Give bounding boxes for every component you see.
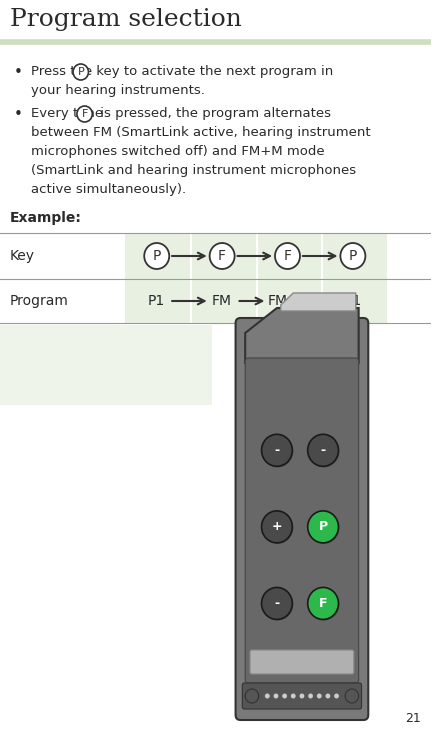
Circle shape	[265, 693, 270, 699]
Text: Program: Program	[9, 294, 69, 308]
Text: is pressed, the program alternates: is pressed, the program alternates	[96, 107, 331, 120]
Circle shape	[308, 693, 313, 699]
Circle shape	[263, 512, 293, 544]
Text: -: -	[320, 443, 326, 457]
Text: P: P	[153, 249, 161, 263]
Text: FM: FM	[212, 294, 232, 308]
Circle shape	[309, 435, 340, 468]
Circle shape	[309, 589, 340, 620]
Bar	[323, 233, 387, 323]
Text: your hearing instruments.: your hearing instruments.	[31, 84, 205, 97]
FancyBboxPatch shape	[236, 318, 368, 720]
Circle shape	[274, 693, 278, 699]
Text: •: •	[13, 65, 22, 80]
Circle shape	[275, 243, 300, 269]
Text: -: -	[274, 597, 280, 610]
Circle shape	[245, 689, 258, 703]
Text: (SmartLink and hearing instrument microphones: (SmartLink and hearing instrument microp…	[31, 164, 356, 177]
Text: F: F	[218, 249, 226, 263]
Circle shape	[308, 587, 339, 619]
Circle shape	[263, 589, 293, 620]
Text: P: P	[319, 520, 327, 534]
Text: Key: Key	[9, 249, 34, 263]
Circle shape	[210, 243, 235, 269]
Circle shape	[334, 693, 339, 699]
Circle shape	[262, 511, 292, 543]
Bar	[125, 233, 190, 323]
Text: P: P	[349, 249, 357, 263]
Circle shape	[291, 693, 296, 699]
Text: •: •	[13, 107, 22, 122]
Polygon shape	[281, 293, 356, 311]
Circle shape	[262, 587, 292, 619]
Text: key to activate the next program in: key to activate the next program in	[92, 65, 334, 78]
Text: P: P	[78, 67, 84, 77]
FancyBboxPatch shape	[245, 358, 359, 683]
Text: +: +	[271, 520, 282, 534]
Circle shape	[73, 64, 88, 80]
Text: Every time: Every time	[31, 107, 107, 120]
Circle shape	[77, 106, 92, 122]
Text: P1: P1	[148, 294, 165, 308]
Circle shape	[308, 511, 339, 543]
FancyBboxPatch shape	[250, 650, 354, 674]
Text: Press the: Press the	[31, 65, 96, 78]
Circle shape	[340, 243, 366, 269]
Circle shape	[262, 435, 292, 466]
Circle shape	[144, 243, 169, 269]
Circle shape	[300, 693, 304, 699]
Text: FM+M: FM+M	[267, 294, 311, 308]
Text: between FM (SmartLink active, hearing instrument: between FM (SmartLink active, hearing in…	[31, 126, 370, 139]
Polygon shape	[245, 308, 359, 363]
Text: P1: P1	[344, 294, 362, 308]
Circle shape	[309, 512, 340, 544]
FancyBboxPatch shape	[242, 683, 362, 709]
Text: active simultaneously).: active simultaneously).	[31, 183, 186, 196]
Bar	[192, 233, 256, 323]
Bar	[258, 233, 321, 323]
Text: 21: 21	[405, 712, 421, 725]
Circle shape	[282, 693, 287, 699]
Circle shape	[317, 693, 322, 699]
Text: Example:: Example:	[9, 211, 82, 225]
Circle shape	[345, 689, 359, 703]
Text: -: -	[274, 443, 280, 457]
Text: microphones switched off) and FM+M mode: microphones switched off) and FM+M mode	[31, 145, 324, 158]
Circle shape	[308, 435, 339, 466]
Text: F: F	[319, 597, 327, 610]
Circle shape	[263, 435, 293, 468]
Circle shape	[326, 693, 330, 699]
Text: F: F	[82, 109, 88, 119]
Text: F: F	[284, 249, 292, 263]
Text: Program selection: Program selection	[9, 8, 241, 31]
Bar	[0, 325, 211, 405]
